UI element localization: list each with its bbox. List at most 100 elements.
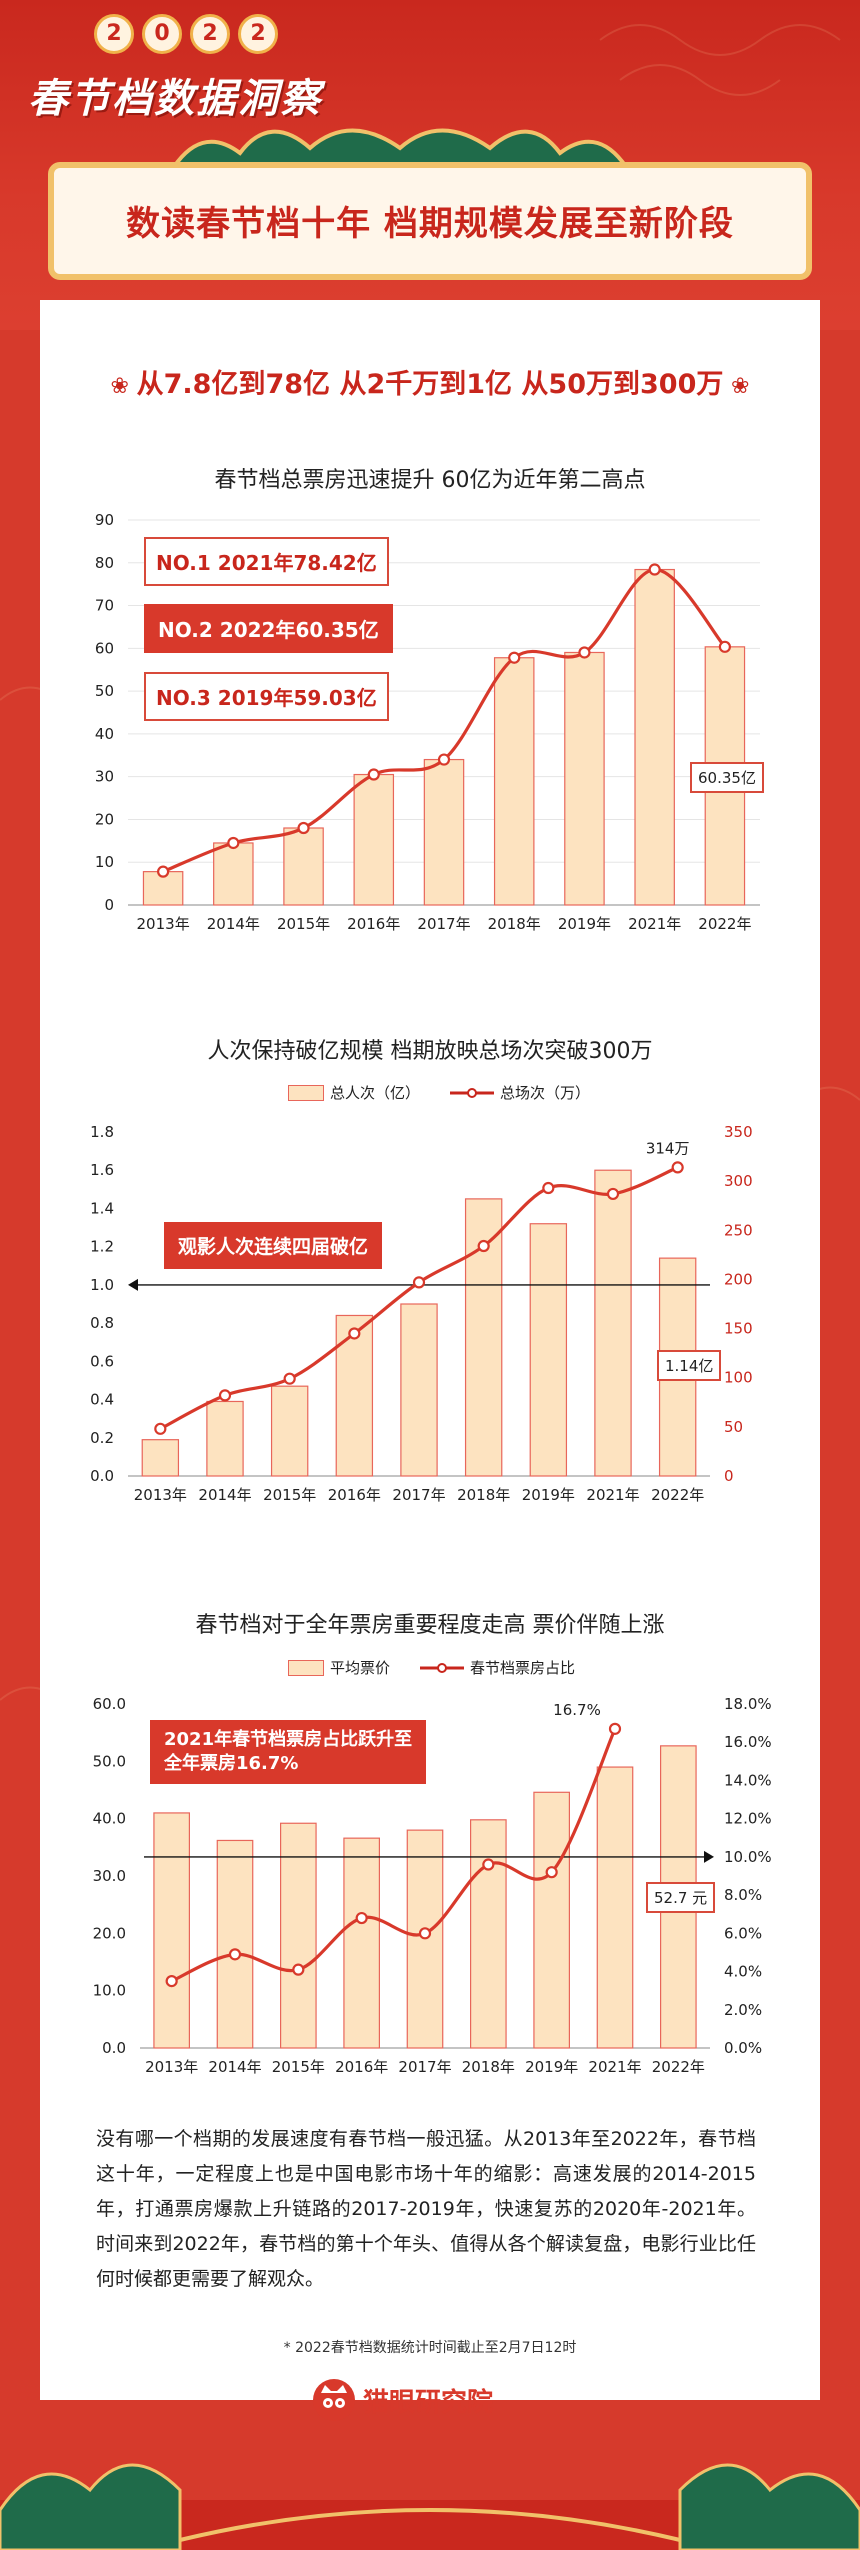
y-tick-label: 90 [95,511,114,529]
chart3-callout: 52.7 元 [646,1882,716,1913]
flower-icon: ❀ [723,374,750,399]
line-point [348,1327,361,1340]
line-point [154,1422,167,1435]
x-tick-label: 2013年 [145,2058,198,2076]
x-tick-label: 2018年 [457,1486,510,1504]
x-tick-label: 2017年 [398,2058,451,2076]
y-tick-label: 1.0 [90,1276,114,1294]
y-tick-label: 1.8 [90,1123,114,1141]
y-tick-label: 0.4 [90,1391,114,1409]
x-tick-label: 2021年 [586,1486,639,1504]
y-tick-label: 40.0 [93,1810,126,1828]
x-tick-label: 2021年 [588,2058,641,2076]
x-tick-label: 2017年 [392,1486,445,1504]
chart2-annotation: 观影人次连续四届破亿 [164,1222,383,1269]
bar-legend-swatch [288,1084,324,1101]
bar [141,1439,180,1477]
y2-tick-label: 100 [724,1369,753,1387]
cat-eye-logo-icon [313,2379,355,2421]
y2-tick-label: 150 [724,1320,753,1338]
logo: 猫眼研究院 [313,2378,493,2422]
y-tick-label: 60 [95,639,114,657]
bar-legend-swatch [288,1659,324,1676]
x-tick-label: 2015年 [272,2058,325,2076]
legend-label: 总人次（亿） [330,1084,421,1102]
bar [594,1169,632,1477]
chart2-callout: 1.14亿 [657,1350,722,1381]
year-badge: 2 0 2 2 [94,14,280,60]
line-point [292,1963,305,1976]
rank2-annotation: NO.2 2022年60.35亿 [144,604,393,653]
y2-tick-label: 8.0% [724,1886,762,1904]
y-tick-label: 1.4 [90,1199,114,1217]
box-office-chart: 0 10 20 30 40 50 60 70 80 90 2013年 2014年 2015年 2016年 2… [95,511,760,933]
bar [153,1812,191,2049]
chart1-title: 春节档总票房迅速提升 60亿为近年第二高点 [214,468,646,493]
line-point [648,563,661,576]
y-tick-label: 0.6 [90,1352,114,1370]
x-tick-label: 2019年 [522,1486,575,1504]
ticket-price-chart: 0.0 10.0 20.0 30.0 40.0 50.0 60.0 0.0% 2.0% 4.0% 6… [93,1695,772,2076]
bar [470,1819,507,2049]
x-tick-label: 2016年 [335,2058,388,2076]
line-point [283,1372,296,1385]
reference-arrow [704,1850,714,1863]
footnote: * 2022春节档数据统计时间截止至2月7日12时 [283,2340,577,2356]
bottom-decoration [0,2463,860,2550]
line-point [482,1858,495,1871]
line-legend-swatch [420,1662,465,1673]
y2-tick-label: 18.0% [724,1695,772,1713]
x-tick-label: 2014年 [198,1486,251,1504]
bar [564,651,605,906]
chart3-title: 春节档对于全年票房重要程度走高 票价伴随上涨 [195,1613,665,1638]
y-tick-label: 0.0 [102,2039,126,2057]
y2-tick-label: 250 [724,1221,753,1239]
year-digit: 0 [142,14,182,54]
x-tick-label: 2014年 [207,915,260,933]
chart3-annotation: 2021年春节档票房占比跃升至 全年票房16.7% [150,1720,427,1784]
y2-tick-label: 14.0% [724,1771,772,1789]
bar [634,568,675,906]
subtitle: ❀ 从7.8亿到78亿 从2千万到1亿 从50万到300万 ❀ [0,362,860,401]
y-tick-label: 20.0 [93,1924,126,1942]
chart1-callout: 60.35亿 [690,762,764,793]
x-tick-label: 2022年 [698,915,751,933]
annotation-line: 全年票房16.7% [164,1753,299,1774]
bar [283,827,324,906]
x-tick-label: 2019年 [525,2058,578,2076]
rank1-annotation: NO.1 2021年78.42亿 [144,537,389,586]
data-label: 314万 [646,1139,690,1157]
y-tick-label: 60.0 [93,1695,126,1713]
trend-line [162,567,727,874]
line-point [412,1276,426,1289]
bar [206,1400,244,1477]
x-tick-label: 2017年 [417,915,470,933]
line-point [578,646,591,659]
y2-tick-label: 6.0% [724,1924,762,1942]
header-banner: 数读春节档十年 档期规模发展至新阶段 [48,162,812,280]
y-tick-label: 0.2 [90,1429,114,1447]
rank3-annotation: NO.3 2019年59.03亿 [144,672,389,721]
chart2-legend: 总人次（亿） 总场次（万） [288,1082,590,1103]
y-tick-label: 70 [95,597,114,615]
x-tick-label: 2021年 [628,915,681,933]
line-point [297,821,310,835]
bar [400,1303,438,1477]
x-tick-label: 2022年 [651,1486,704,1504]
line-point [606,1187,620,1201]
line-point [508,651,521,664]
x-tick-label: 2022年 [652,2058,705,2076]
line-point [437,753,451,766]
line-point [608,1722,622,1735]
y2-tick-label: 4.0% [724,1963,762,1981]
x-tick-label: 2013年 [137,915,190,933]
x-tick-label: 2019年 [558,915,611,933]
y2-tick-label: 16.0% [724,1733,772,1751]
y-tick-label: 10.0 [93,1982,126,2000]
bar [493,657,535,906]
y2-tick-label: 12.0% [724,1810,772,1828]
bar [280,1822,317,2049]
bar [213,842,254,906]
page-title: 春节档数据洞察 [28,76,322,122]
y-tick-label: 80 [95,554,114,572]
